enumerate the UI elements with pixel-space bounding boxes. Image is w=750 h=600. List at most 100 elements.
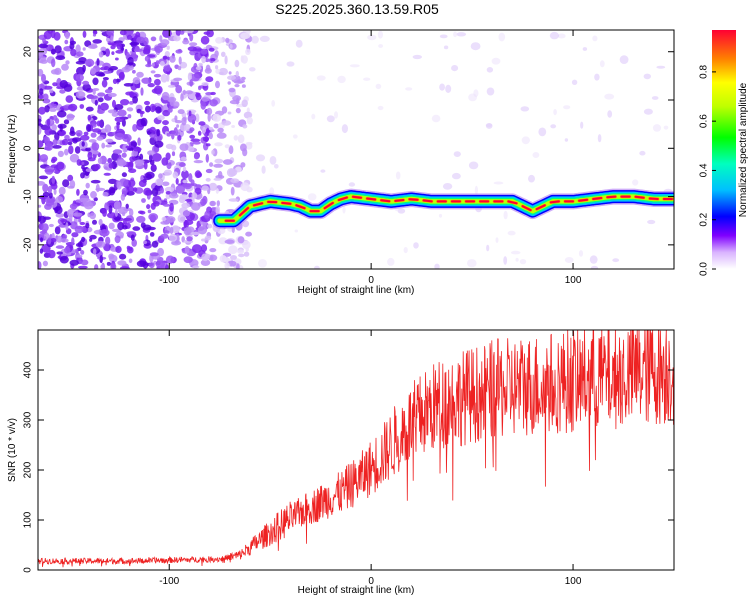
noise-blob xyxy=(169,226,174,234)
noise-blob xyxy=(507,230,516,236)
noise-blob xyxy=(233,80,244,84)
noise-blob xyxy=(93,30,98,35)
noise-blob xyxy=(111,152,119,161)
noise-blob xyxy=(445,84,452,93)
snr-ytick-label: 200 xyxy=(23,461,34,478)
noise-blob xyxy=(50,69,60,75)
noise-blob xyxy=(519,259,527,265)
noise-blob xyxy=(53,31,61,41)
noise-blob xyxy=(181,116,187,126)
noise-blob xyxy=(485,123,493,129)
noise-blob xyxy=(67,174,74,182)
noise-blob xyxy=(438,213,443,218)
noise-blob xyxy=(656,65,666,69)
noise-blob xyxy=(451,65,459,72)
noise-blob xyxy=(123,83,134,87)
noise-blob xyxy=(187,46,197,52)
noise-blob xyxy=(138,179,147,188)
noise-blob xyxy=(237,249,245,255)
noise-blob xyxy=(590,265,599,269)
noise-blob xyxy=(269,156,277,165)
noise-blob xyxy=(182,166,187,172)
noise-blob xyxy=(60,238,69,243)
noise-blob xyxy=(261,165,266,174)
noise-blob xyxy=(154,140,164,148)
noise-blob xyxy=(108,162,114,169)
noise-blob xyxy=(192,265,200,269)
noise-blob xyxy=(46,118,51,127)
snr-ylabel: SNR (10 * v/v) xyxy=(7,418,18,482)
snr-panel: -100 0 100 0 100 200 300 400 Height of straight… xyxy=(7,329,675,596)
noise-blob xyxy=(61,138,69,146)
noise-blob xyxy=(75,60,86,65)
noise-blob xyxy=(64,39,69,45)
noise-blob xyxy=(187,146,195,152)
noise-blob xyxy=(69,180,76,189)
noise-blob xyxy=(51,124,57,132)
noise-blob xyxy=(240,32,251,40)
snr-xlabel: Height of straight line (km) xyxy=(298,585,415,596)
noise-blob xyxy=(83,131,89,136)
noise-blob xyxy=(155,260,166,269)
noise-blob xyxy=(112,149,123,155)
noise-blob xyxy=(190,231,200,236)
noise-blob xyxy=(112,78,118,85)
noise-blob xyxy=(271,100,276,107)
noise-blob xyxy=(100,128,108,133)
noise-blob xyxy=(116,181,122,190)
noise-blob xyxy=(149,133,156,139)
noise-blob xyxy=(64,148,69,156)
noise-blob xyxy=(38,83,45,91)
noise-blob xyxy=(85,58,95,67)
noise-blob xyxy=(242,240,251,250)
noise-blob xyxy=(55,245,65,249)
noise-blob xyxy=(92,88,96,95)
noise-blob xyxy=(165,264,169,269)
noise-blob xyxy=(131,239,137,247)
noise-blob xyxy=(592,35,598,42)
noise-blob xyxy=(64,134,70,141)
noise-blob xyxy=(269,187,275,195)
noise-blob xyxy=(241,76,246,81)
noise-blob xyxy=(205,177,211,182)
noise-blob xyxy=(79,104,85,109)
noise-blob xyxy=(44,143,54,151)
noise-blob xyxy=(498,32,506,42)
noise-blob xyxy=(456,32,467,37)
noise-blob xyxy=(495,237,499,243)
noise-blob xyxy=(229,44,233,49)
noise-blob xyxy=(38,181,46,186)
noise-blob xyxy=(159,35,163,42)
noise-blob xyxy=(95,240,106,248)
noise-blob xyxy=(200,259,211,266)
noise-blob xyxy=(133,146,142,152)
noise-blob xyxy=(82,47,86,51)
noise-blob xyxy=(81,141,85,147)
noise-blob xyxy=(38,43,48,49)
noise-blob xyxy=(132,124,138,132)
noise-blob xyxy=(140,117,148,127)
signal-ridge-core xyxy=(238,207,249,217)
noise-blob xyxy=(205,168,213,174)
noise-blob xyxy=(227,75,236,80)
spectrogram-xtick-label: 100 xyxy=(565,275,582,286)
noise-blob xyxy=(85,222,90,229)
snr-ytick-label: 400 xyxy=(23,361,34,378)
noise-blob xyxy=(136,215,146,223)
noise-blob xyxy=(128,101,134,105)
signal-ridge-core xyxy=(648,197,659,200)
noise-blob xyxy=(70,48,77,57)
noise-blob xyxy=(68,145,74,155)
colorbar-ticks: 0.0 0.2 0.4 0.6 0.8 xyxy=(699,64,716,276)
noise-blob xyxy=(168,233,178,242)
noise-blob xyxy=(53,188,57,195)
noise-blob xyxy=(65,60,70,65)
noise-blob xyxy=(181,170,189,179)
noise-blob xyxy=(215,205,221,215)
noise-blob xyxy=(79,260,83,264)
noise-blob xyxy=(142,261,149,269)
noise-blob xyxy=(453,151,461,158)
noise-blob xyxy=(44,127,53,136)
noise-blob xyxy=(105,138,114,143)
noise-blob xyxy=(156,129,161,137)
